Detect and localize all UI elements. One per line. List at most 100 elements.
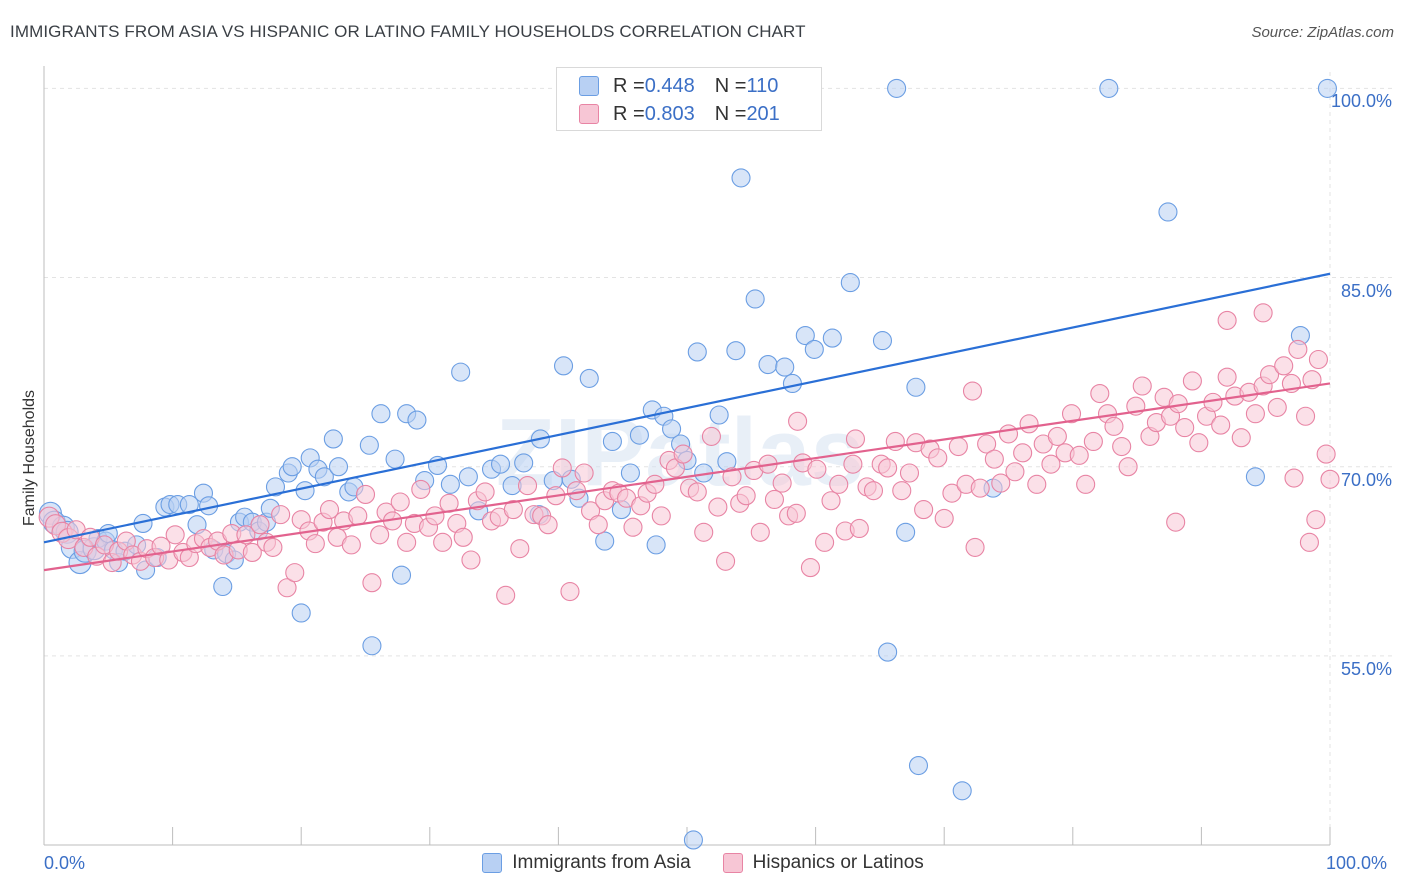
point-asia [490,454,511,474]
point-asia [687,342,707,362]
point-hispanic [1005,462,1025,482]
point-hispanic [277,578,297,598]
point-asia [362,636,382,656]
legend-n-value: 110 [746,74,779,97]
point-hispanic [934,508,954,528]
point-hispanic [849,518,869,539]
point-hispanic [1027,474,1047,494]
point-asia [385,449,405,469]
legend-row-hispanic: R = 0.803 N = 201 [579,102,780,126]
point-hispanic [892,481,912,501]
point-hispanic [1296,406,1316,426]
point-hispanic [914,500,934,520]
point-hispanic [566,481,586,501]
point-hispanic [560,581,580,602]
point-hispanic [250,515,270,535]
point-hispanic [370,525,390,545]
x-tick-label-max: 100.0% [1326,853,1388,873]
point-hispanic [1132,376,1152,396]
point-hispanic [1217,367,1237,387]
point-hispanic [453,527,473,547]
point-asia [683,830,703,850]
point-hispanic [651,506,671,526]
point-hispanic [701,426,721,446]
legend-r-label: R = [613,74,645,97]
series-name-asia: Immigrants from Asia [512,852,691,873]
point-hispanic [1217,310,1237,330]
point-hispanic [475,482,495,502]
point-asia [840,273,860,293]
point-asia [620,463,640,483]
point-asia [323,429,343,449]
point-asia [1099,78,1119,98]
point-hispanic [948,436,968,457]
point-hispanic [1069,445,1089,465]
point-asia [745,289,765,309]
point-hispanic [341,535,361,555]
source-label: Source: ZipAtlas.com [1251,24,1394,41]
point-asia [291,603,311,623]
point-asia [213,576,233,597]
point-hispanic [1013,443,1033,463]
point-hispanic [461,550,481,570]
point-hispanic [355,484,376,504]
series-legend-asia[interactable]: Immigrants from Asia [482,852,691,874]
point-hispanic [928,448,948,468]
point-hispanic [1104,416,1124,436]
point-hispanic [942,483,962,503]
point-hispanic [800,558,821,578]
point-hispanic [1306,510,1326,530]
point-hispanic [1076,474,1096,494]
point-hispanic [285,563,305,583]
legend-n-label: N = [714,102,747,125]
point-asia [795,326,815,346]
trend-line-asia [43,272,1331,544]
point-asia [709,405,729,425]
point-hispanic [694,522,714,542]
point-asia [872,331,893,351]
point-hispanic [305,534,325,554]
point-hispanic [1299,532,1319,552]
point-hispanic [1211,415,1231,435]
point-hispanic [970,478,990,498]
point-asia [896,522,916,542]
point-hispanic [708,497,728,517]
point-hispanic [552,458,572,478]
point-hispanic [673,444,693,464]
point-asia [440,474,460,494]
point-hispanic [362,573,382,593]
point-asia [282,457,302,477]
point-hispanic [242,542,262,562]
point-asia [407,410,427,430]
point-hispanic [1308,349,1328,370]
legend-swatch-asia [579,76,599,96]
legend-row-asia: R = 0.448 N = 110 [579,74,778,98]
point-hispanic [750,522,770,542]
legend-n-value: 201 [746,102,780,125]
point-hispanic [1112,436,1132,457]
point-hispanic [1253,303,1273,323]
point-asia [295,481,315,501]
point-hispanic [1284,468,1304,488]
point-hispanic [1090,384,1110,404]
point-hispanic [538,515,558,535]
point-asia [553,356,574,376]
point-hispanic [588,515,608,535]
point-hispanic [1083,431,1103,452]
legend-swatch-hispanic [579,104,599,124]
point-hispanic [815,532,835,552]
point-asia [371,404,391,424]
point-hispanic [899,463,920,483]
point-hispanic [574,463,594,483]
point-asia [758,355,778,375]
point-hispanic [821,491,841,511]
point-asia [731,168,751,188]
point-hispanic [1041,454,1061,474]
point-hispanic [1316,444,1336,464]
series-legend-hispanic[interactable]: Hispanics or Latinos [722,852,924,874]
point-asia [328,457,349,477]
point-asia [179,494,199,515]
point-hispanic [991,473,1011,493]
point-hispanic [1231,428,1251,448]
